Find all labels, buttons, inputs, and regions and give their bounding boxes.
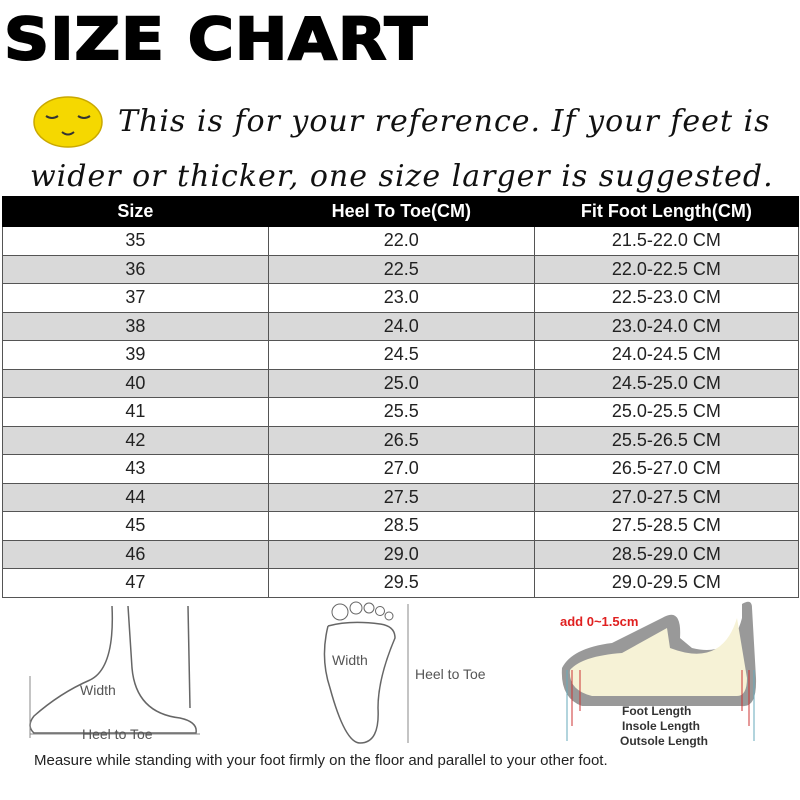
cell-fit-foot-length: 22.0-22.5 CM — [533, 254, 800, 284]
note-line-2: wider or thicker, one size larger is sug… — [30, 159, 774, 194]
header-fit-foot-length: Fit Foot Length(CM) — [533, 196, 800, 227]
cell-size: 44 — [2, 482, 269, 512]
table-row: 41 25.5 25.0-25.5 CM — [2, 397, 800, 427]
sole-diagram: Width Heel to Toe — [323, 601, 486, 744]
smiley-icon — [33, 96, 103, 148]
table-row: 43 27.0 26.5-27.0 CM — [2, 454, 800, 484]
side-foot-diagram: Width Heel to Toe — [29, 605, 200, 742]
cell-heel-to-toe: 29.0 — [267, 539, 535, 569]
cell-size: 36 — [2, 254, 269, 284]
table-row: 44 27.5 27.0-27.5 CM — [2, 482, 800, 512]
side-width-label: Width — [80, 682, 116, 698]
cell-fit-foot-length: 27.5-28.5 CM — [533, 511, 800, 541]
side-heel-to-toe-label: Heel to Toe — [82, 726, 153, 742]
table-header-row: Size Heel To Toe(CM) Fit Foot Length(CM) — [2, 196, 800, 227]
cell-heel-to-toe: 25.5 — [267, 397, 535, 427]
table-row: 38 24.0 23.0-24.0 CM — [2, 311, 800, 341]
cell-size: 46 — [2, 539, 269, 569]
note-line-1: This is for your reference. If your feet… — [118, 104, 771, 139]
cell-fit-foot-length: 25.0-25.5 CM — [533, 397, 800, 427]
cell-heel-to-toe: 22.0 — [267, 226, 535, 256]
cell-heel-to-toe: 28.5 — [267, 511, 535, 541]
cell-heel-to-toe: 29.5 — [267, 568, 535, 598]
table-row: 35 22.0 21.5-22.0 CM — [2, 226, 800, 256]
table-row: 39 24.5 24.0-24.5 CM — [2, 340, 800, 370]
cell-fit-foot-length: 21.5-22.0 CM — [533, 226, 800, 256]
table-row: 47 29.5 29.0-29.5 CM — [2, 568, 800, 598]
cell-fit-foot-length: 28.5-29.0 CM — [533, 539, 800, 569]
cell-fit-foot-length: 29.0-29.5 CM — [533, 568, 800, 598]
header-heel-to-toe: Heel To Toe(CM) — [267, 196, 535, 227]
cell-fit-foot-length: 23.0-24.0 CM — [533, 311, 800, 341]
cell-fit-foot-length: 22.5-23.0 CM — [533, 283, 800, 313]
table-row: 42 26.5 25.5-26.5 CM — [2, 425, 800, 455]
cell-heel-to-toe: 23.0 — [267, 283, 535, 313]
cell-size: 43 — [2, 454, 269, 484]
sole-heel-to-toe-label: Heel to Toe — [415, 666, 486, 682]
cell-size: 39 — [2, 340, 269, 370]
cell-size: 47 — [2, 568, 269, 598]
cell-heel-to-toe: 22.5 — [267, 254, 535, 284]
table-row: 40 25.0 24.5-25.0 CM — [2, 368, 800, 398]
cell-heel-to-toe: 24.5 — [267, 340, 535, 370]
cell-heel-to-toe: 27.5 — [267, 482, 535, 512]
cell-fit-foot-length: 26.5-27.0 CM — [533, 454, 800, 484]
table-row: 36 22.5 22.0-22.5 CM — [2, 254, 800, 284]
cell-size: 41 — [2, 397, 269, 427]
cell-fit-foot-length: 24.5-25.0 CM — [533, 368, 800, 398]
cell-heel-to-toe: 26.5 — [267, 425, 535, 455]
table-row: 37 23.0 22.5-23.0 CM — [2, 283, 800, 313]
add-allowance-label: add 0~1.5cm — [560, 614, 638, 629]
shoe-diagram: add 0~1.5cm Foot Length Insole Length Ou… — [560, 601, 757, 748]
table-row: 46 29.0 28.5-29.0 CM — [2, 539, 800, 569]
cell-size: 40 — [2, 368, 269, 398]
cell-size: 38 — [2, 311, 269, 341]
measure-caption: Measure while standing with your foot fi… — [34, 752, 608, 769]
insole-length-label: Insole Length — [622, 719, 700, 733]
sole-width-label: Width — [332, 652, 368, 668]
outsole-length-label: Outsole Length — [620, 734, 708, 748]
cell-fit-foot-length: 25.5-26.5 CM — [533, 425, 800, 455]
cell-heel-to-toe: 24.0 — [267, 311, 535, 341]
cell-fit-foot-length: 24.0-24.5 CM — [533, 340, 800, 370]
table-row: 45 28.5 27.5-28.5 CM — [2, 511, 800, 541]
header-size: Size — [2, 196, 269, 227]
cell-size: 42 — [2, 425, 269, 455]
size-table: Size Heel To Toe(CM) Fit Foot Length(CM)… — [2, 196, 800, 598]
cell-size: 35 — [2, 226, 269, 256]
page-title: SIZE CHART — [3, 4, 429, 74]
foot-length-label: Foot Length — [622, 704, 691, 718]
cell-size: 37 — [2, 283, 269, 313]
cell-heel-to-toe: 27.0 — [267, 454, 535, 484]
cell-heel-to-toe: 25.0 — [267, 368, 535, 398]
cell-size: 45 — [2, 511, 269, 541]
cell-fit-foot-length: 27.0-27.5 CM — [533, 482, 800, 512]
